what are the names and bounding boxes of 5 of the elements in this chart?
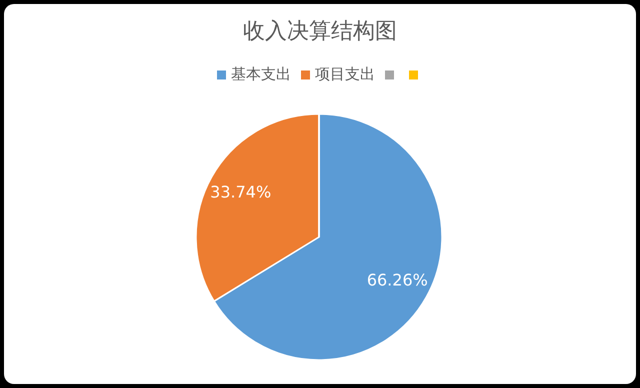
data-label: 66.26% bbox=[366, 270, 428, 290]
chart-title: 收入决算结构图 bbox=[243, 19, 397, 44]
legend-label: 项目支出 bbox=[315, 65, 375, 84]
legend-label: 基本支出 bbox=[231, 65, 291, 84]
data-label: 33.74% bbox=[210, 182, 272, 202]
